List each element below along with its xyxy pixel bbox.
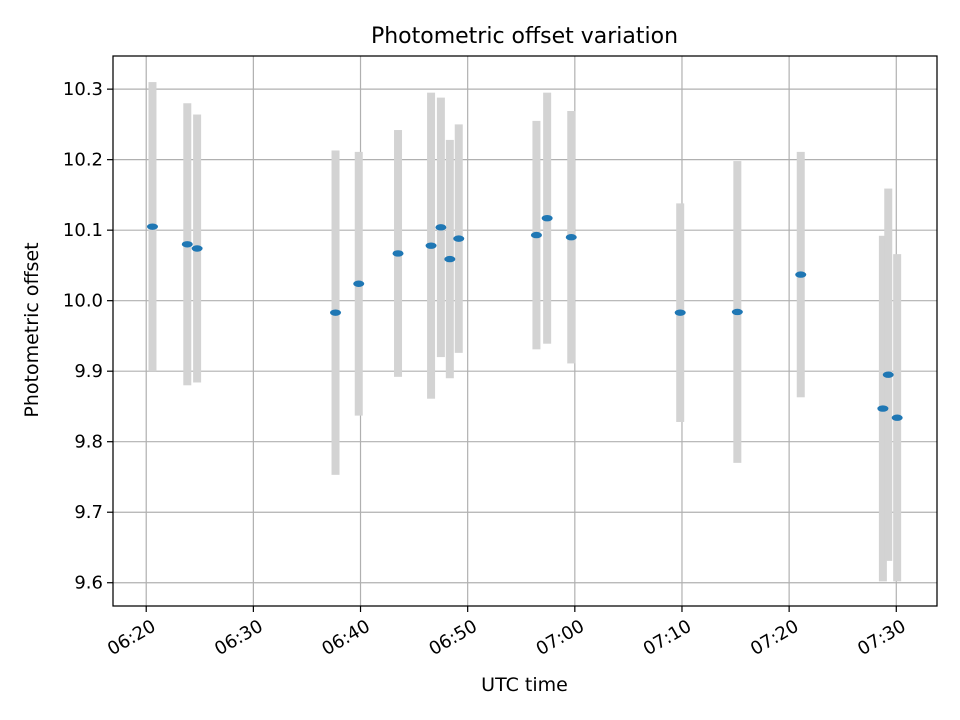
y-tick-label: 10.1 (63, 220, 103, 241)
data-point (425, 242, 437, 249)
x-axis-label: UTC time (481, 674, 568, 696)
data-point (444, 255, 456, 263)
data-point (674, 309, 686, 316)
data-point (353, 280, 365, 287)
y-tick-label: 10.3 (63, 79, 103, 100)
x-tick-label: 06:20 (104, 616, 159, 660)
data-point (891, 414, 903, 421)
y-tick-label: 9.8 (74, 432, 103, 453)
x-tick-label: 07:30 (854, 616, 909, 660)
x-tick-label: 07:00 (533, 616, 588, 660)
y-tick-label: 9.6 (74, 573, 103, 594)
x-tick-label: 07:20 (747, 616, 802, 660)
data-point (435, 224, 447, 231)
data-point (392, 250, 404, 257)
x-tick-label: 07:10 (640, 616, 695, 660)
data-point (882, 371, 894, 378)
data-point (181, 241, 193, 248)
error-bars (148, 82, 902, 582)
data-point (453, 235, 465, 242)
y-tick-label: 10.2 (63, 150, 103, 171)
data-point (146, 223, 158, 230)
x-axis-ticks: 06:20 06:30 06:40 06:50 07:00 07:10 07:20 07:30 (104, 606, 910, 660)
x-tick-label: 06:40 (318, 616, 373, 660)
data-point (191, 245, 203, 252)
data-point (795, 271, 807, 278)
data-points (146, 214, 903, 421)
data-point (565, 234, 577, 241)
data-point (877, 405, 889, 412)
chart-title: Photometric offset variation (371, 24, 678, 49)
data-point (731, 308, 743, 316)
y-tick-label: 9.7 (74, 502, 103, 523)
y-tick-label: 9.9 (74, 361, 103, 382)
y-tick-label: 10.0 (63, 291, 103, 312)
data-point (330, 309, 342, 316)
y-axis-label: Photometric offset (21, 242, 43, 417)
y-axis-ticks: 9.6 9.7 9.8 9.9 10.0 10.1 10.2 10.3 (63, 79, 113, 594)
x-tick-label: 06:50 (425, 616, 480, 660)
data-point (541, 214, 553, 222)
plot-frame (112, 55, 938, 607)
x-tick-label: 06:30 (211, 616, 266, 660)
data-point (530, 231, 542, 239)
grid (113, 56, 937, 606)
